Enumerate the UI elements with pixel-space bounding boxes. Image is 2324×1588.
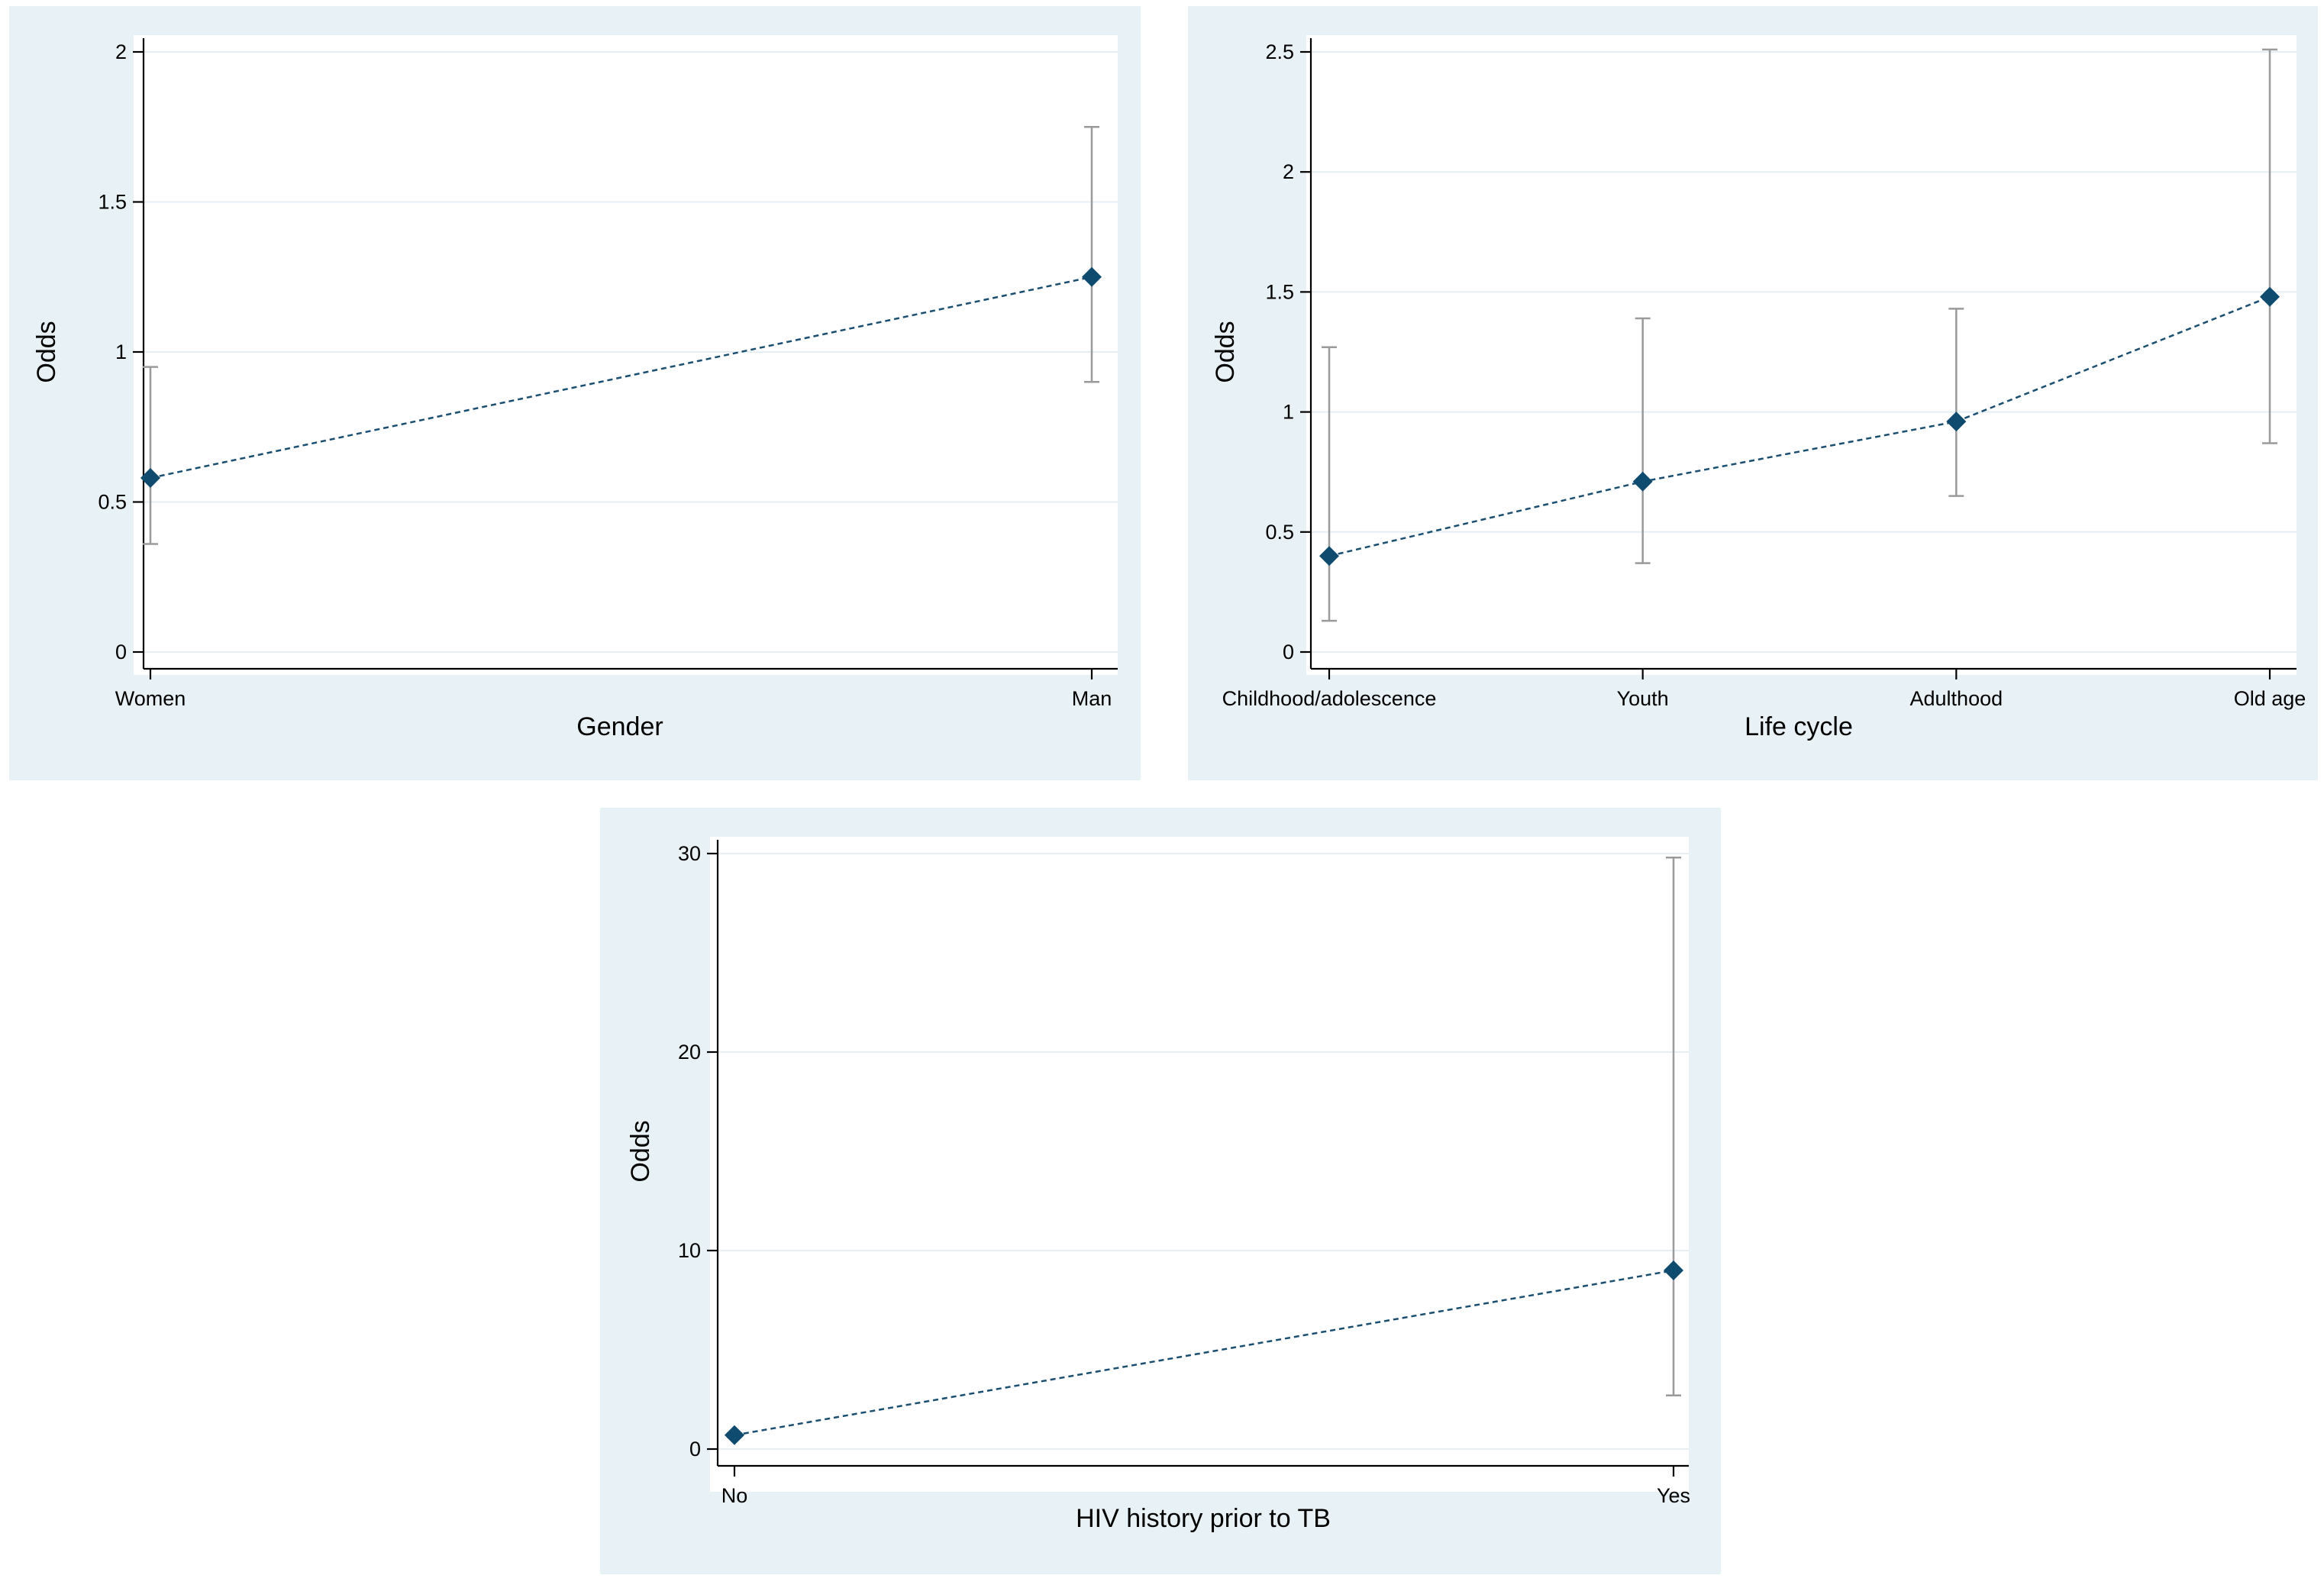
y-tick-label: 1 (115, 341, 127, 363)
y-tick-label: 2 (1283, 160, 1294, 183)
y-tick-label: 0.5 (98, 491, 127, 514)
series-line (734, 1269, 1674, 1437)
data-point-marker (1632, 471, 1653, 492)
y-tick-label: 0 (689, 1438, 701, 1461)
x-tick-label: Youth (1617, 687, 1669, 710)
y-axis-title: Odds (626, 1120, 655, 1182)
x-tick-label: Man (1072, 687, 1112, 710)
y-tick-label: 0 (1283, 641, 1294, 663)
plot-area (1306, 35, 2297, 675)
x-tick-label: Yes (1657, 1484, 1690, 1507)
y-tick-label: 0 (115, 641, 127, 663)
y-tick-label: 0.5 (1265, 521, 1294, 544)
life-cycle-chart-panel: 0 0.5 1 1.5 2 2.5 Childhood/adolescence Youth Ad… (1188, 6, 2318, 780)
y-tick-label: 1.5 (98, 191, 127, 214)
gender-chart-panel: 0 0.5 1 1.5 2 Women Man Odds Gender (9, 6, 1141, 780)
plot-area (134, 35, 1118, 675)
gender-chart: 0 0.5 1 1.5 2 Women Man Odds Gender (32, 35, 1118, 741)
y-tick-label: 2.5 (1265, 40, 1294, 63)
plot-area (710, 837, 1689, 1492)
hiv-history-chart: 0 10 20 30 No Yes Odds HIV history prior to TB (626, 837, 1690, 1533)
series-line (1328, 295, 2271, 557)
y-tick-label: 30 (678, 842, 701, 865)
x-tick-label: Women (115, 687, 186, 710)
x-axis-title: Life cycle (1745, 712, 1853, 741)
data-point-marker (1319, 546, 1339, 566)
y-axis-title: Odds (1211, 321, 1240, 382)
x-tick-label: Old age (2234, 687, 2306, 710)
data-point-marker (140, 468, 160, 489)
y-tick-label: 1 (1283, 401, 1294, 424)
x-axis-title: HIV history prior to TB (1076, 1504, 1331, 1533)
x-tick-label: No (721, 1484, 748, 1507)
x-tick-label: Childhood/adolescence (1222, 687, 1437, 710)
x-tick-label: Adulthood (1910, 687, 2003, 710)
x-axis-title: Gender (576, 712, 663, 741)
data-point-marker (2260, 286, 2280, 307)
data-point-marker (1946, 412, 1967, 432)
y-axis-title: Odds (32, 321, 61, 382)
hiv-history-chart-panel: 0 10 20 30 No Yes Odds HIV history prior to TB (600, 808, 1721, 1574)
data-point-marker (725, 1425, 744, 1445)
series-line (150, 276, 1093, 479)
data-point-marker (1664, 1260, 1683, 1280)
data-point-marker (1082, 266, 1102, 287)
life-cycle-chart: 0 0.5 1 1.5 2 2.5 Childhood/adolescence Youth Ad… (1211, 35, 2306, 741)
y-tick-label: 20 (678, 1041, 701, 1064)
y-tick-label: 10 (678, 1239, 701, 1262)
y-tick-label: 1.5 (1265, 280, 1294, 303)
y-tick-label: 2 (115, 40, 127, 63)
